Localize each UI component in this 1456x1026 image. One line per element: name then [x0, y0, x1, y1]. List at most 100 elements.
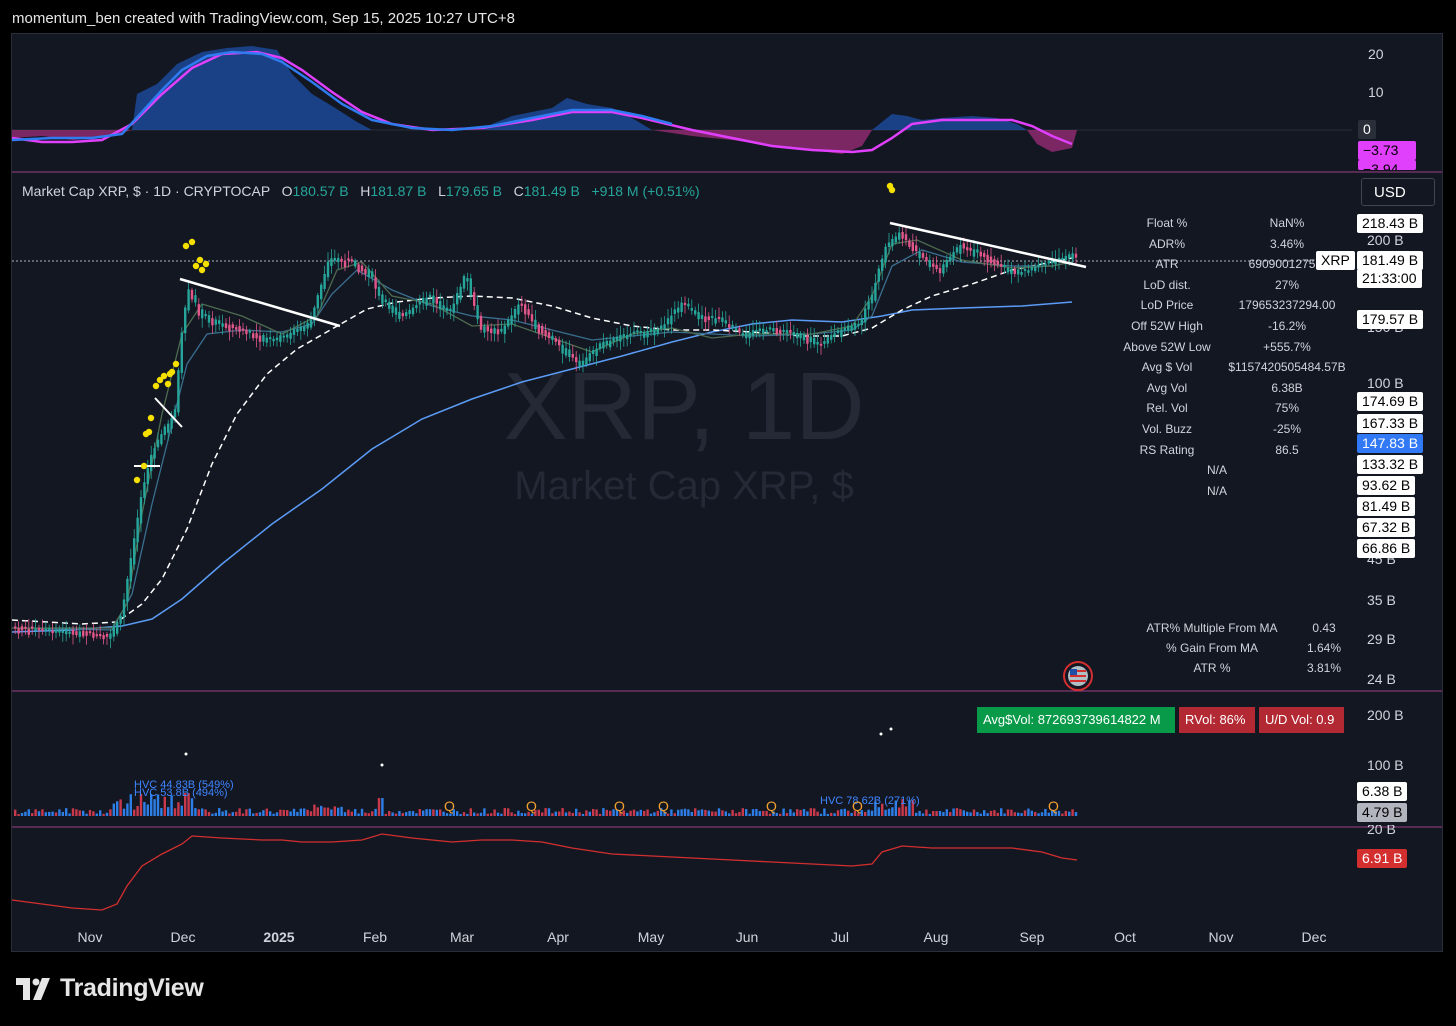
- price-tick-35: 35 B: [1367, 592, 1396, 608]
- earnings-q-marker[interactable]: Q: [526, 798, 537, 814]
- volume-bar: [500, 813, 503, 816]
- candle-body: [534, 319, 537, 330]
- volume-bar: [357, 813, 360, 816]
- volume-bar: [496, 812, 500, 816]
- volume-bar: [547, 808, 551, 816]
- volume-bar: [741, 808, 744, 816]
- candle-body: [133, 538, 136, 565]
- us-flag-icon[interactable]: [1063, 661, 1093, 691]
- earnings-q-marker[interactable]: Q: [1048, 798, 1059, 814]
- volume-bar: [622, 810, 625, 816]
- volume-bar: [802, 809, 806, 816]
- osc-tick-0: 0: [1358, 120, 1376, 139]
- signal-dot: [140, 462, 148, 470]
- candle-body: [510, 315, 513, 325]
- candle-body: [146, 468, 149, 484]
- chart-frame[interactable]: XRP, 1D Market Cap XRP, $: [11, 33, 1443, 952]
- volume-bar: [27, 809, 30, 816]
- candle-body: [459, 286, 462, 300]
- volume-bar: [136, 806, 139, 816]
- candle-body: [201, 309, 204, 319]
- atr-value: 0.43: [1312, 621, 1336, 635]
- earnings-q-marker[interactable]: Q: [852, 798, 863, 814]
- candle-body: [517, 304, 520, 315]
- candle-body: [758, 328, 761, 331]
- volume-bar: [799, 810, 802, 816]
- candle-body: [20, 626, 24, 631]
- candle-body: [408, 309, 411, 315]
- candle-body: [1013, 268, 1016, 275]
- volume-bar: [1074, 812, 1078, 816]
- volume-bar: [265, 808, 268, 816]
- candle-body: [908, 240, 911, 247]
- candle-body: [411, 307, 415, 315]
- candle-body: [490, 328, 493, 334]
- candle-body: [252, 333, 255, 339]
- volume-bar: [707, 810, 710, 816]
- x-label-apr: Apr: [547, 929, 569, 945]
- earnings-q-marker[interactable]: Q: [658, 798, 669, 814]
- candle-body: [231, 324, 234, 328]
- volume-bar: [245, 809, 248, 816]
- candle-body: [609, 340, 612, 348]
- candle-body: [561, 344, 564, 354]
- volume-bar: [24, 811, 27, 816]
- price-pane: [12, 182, 1352, 691]
- candle-body: [129, 558, 132, 582]
- volume-bar: [517, 810, 520, 816]
- candle-body: [221, 323, 224, 327]
- candle-body: [1000, 264, 1003, 267]
- volume-bar: [391, 812, 394, 816]
- candle-body: [779, 329, 782, 334]
- volume-bar: [65, 808, 68, 816]
- volume-bar: [724, 811, 727, 816]
- volume-bar: [823, 808, 826, 816]
- candle-body: [904, 234, 908, 241]
- volume-bar: [626, 812, 629, 816]
- currency-selector[interactable]: USD: [1361, 178, 1435, 206]
- volume-bar: [197, 809, 200, 816]
- tradingview-logo[interactable]: TradingView: [16, 974, 204, 1003]
- volume-bar: [44, 812, 47, 816]
- candle-body: [48, 628, 51, 631]
- candle-body: [167, 423, 170, 433]
- volume-bar: [1003, 813, 1006, 816]
- volume-bar: [347, 809, 350, 816]
- earnings-q-marker[interactable]: Q: [614, 798, 625, 814]
- earnings-q-marker[interactable]: Q: [766, 798, 777, 814]
- earnings-q-marker[interactable]: Q: [444, 798, 455, 814]
- volume-bar: [911, 800, 914, 816]
- candle-body: [374, 277, 377, 289]
- candle-body: [503, 325, 506, 335]
- volume-bar: [405, 812, 408, 816]
- volume-bar: [670, 809, 673, 816]
- volume-bar: [374, 808, 377, 816]
- stats-value: 75%: [1274, 401, 1300, 416]
- ohlc-legend[interactable]: Market Cap XRP, $ · 1D · CRYPTOCAP O180.…: [22, 183, 700, 199]
- volume-bar: [772, 811, 775, 816]
- volume-bar: [303, 808, 306, 816]
- volume-bar: [343, 812, 347, 816]
- volume-bar: [48, 811, 51, 816]
- candle-body: [996, 260, 999, 265]
- candle-body: [160, 434, 163, 445]
- x-label-jul: Jul: [831, 929, 849, 945]
- volume-bar: [238, 808, 241, 816]
- volume-bar: [333, 806, 336, 816]
- candle-body: [945, 259, 948, 268]
- candle-body: [112, 626, 115, 637]
- ma-200-line: [12, 301, 1073, 633]
- volume-bar: [857, 813, 860, 816]
- volume-bar: [262, 810, 265, 816]
- stats-label: RS Rating: [1139, 442, 1195, 457]
- volume-bar: [337, 807, 340, 816]
- symbol-tag: XRP: [1316, 251, 1355, 270]
- candle-body: [439, 301, 442, 310]
- volume-bar: [326, 807, 330, 816]
- x-label-2025: 2025: [263, 929, 295, 945]
- volume-bar: [952, 808, 955, 816]
- candle-body: [626, 334, 629, 340]
- volume-bar: [979, 813, 982, 816]
- chart-canvas[interactable]: XRP, 1D Market Cap XRP, $: [12, 34, 1442, 951]
